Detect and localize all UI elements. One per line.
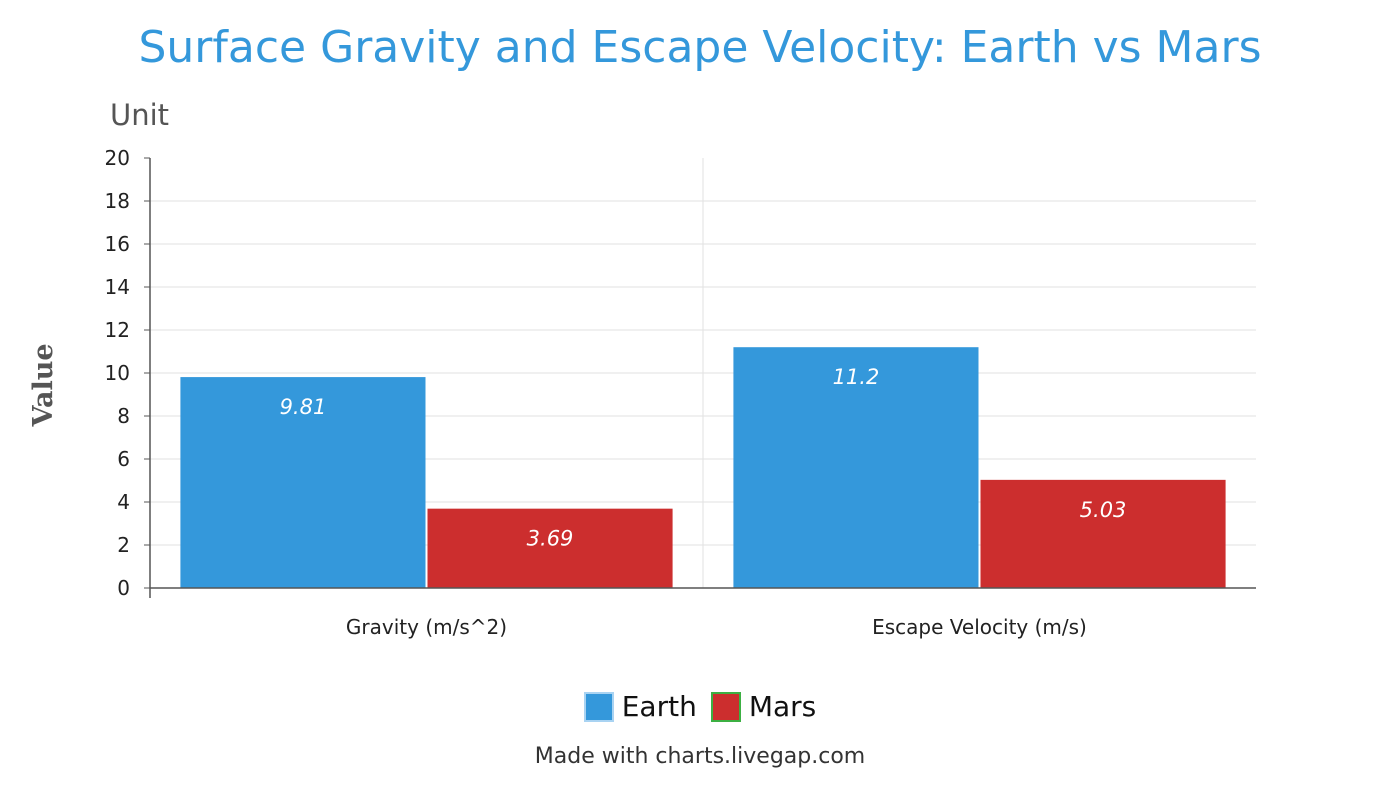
y-tick-label: 4 — [117, 490, 130, 514]
data-label: 11.2 — [833, 365, 880, 389]
y-tick-label: 2 — [117, 533, 130, 557]
legend: Earth Mars — [0, 690, 1400, 723]
y-tick-label: 16 — [105, 232, 130, 256]
legend-swatch-earth — [583, 691, 614, 722]
bars — [180, 347, 1226, 588]
legend-label-mars: Mars — [748, 690, 817, 723]
y-tick-label: 12 — [105, 318, 130, 342]
y-tick-label: 6 — [117, 447, 130, 471]
bar-mars-0 — [427, 508, 673, 588]
y-tick-label: 8 — [117, 404, 130, 428]
bar-earth-1 — [733, 347, 979, 588]
y-tick-label: 10 — [105, 361, 130, 385]
bar-mars-1 — [980, 479, 1226, 588]
legend-item-mars[interactable]: Mars — [710, 690, 817, 723]
data-label: 9.81 — [280, 395, 327, 419]
y-axis-title: Value — [28, 343, 59, 427]
data-label: 5.03 — [1080, 498, 1127, 522]
chart-subtitle: Unit — [110, 98, 170, 132]
chart-title: Surface Gravity and Escape Velocity: Ear… — [138, 22, 1262, 73]
x-tick-label: Gravity (m/s^2) — [346, 615, 507, 639]
credit-text[interactable]: Made with charts.livegap.com — [534, 744, 866, 769]
y-tick-label: 18 — [105, 189, 130, 213]
grid-lines — [150, 158, 1256, 588]
x-tick-label: Escape Velocity (m/s) — [872, 615, 1087, 639]
y-tick-label: 14 — [105, 275, 130, 299]
legend-item-earth[interactable]: Earth — [583, 690, 697, 723]
y-tick-label: 0 — [117, 576, 130, 600]
bar-earth-0 — [180, 377, 426, 588]
legend-swatch-mars — [710, 691, 741, 722]
y-tick-label: 20 — [105, 146, 130, 170]
legend-label-earth: Earth — [621, 690, 697, 723]
axes — [144, 157, 1256, 598]
data-label: 3.69 — [527, 527, 574, 551]
labels: 0 2 4 6 8 10 12 14 16 18 20 9.81 3.69 Gravity (m/s^2)… — [28, 146, 1126, 639]
